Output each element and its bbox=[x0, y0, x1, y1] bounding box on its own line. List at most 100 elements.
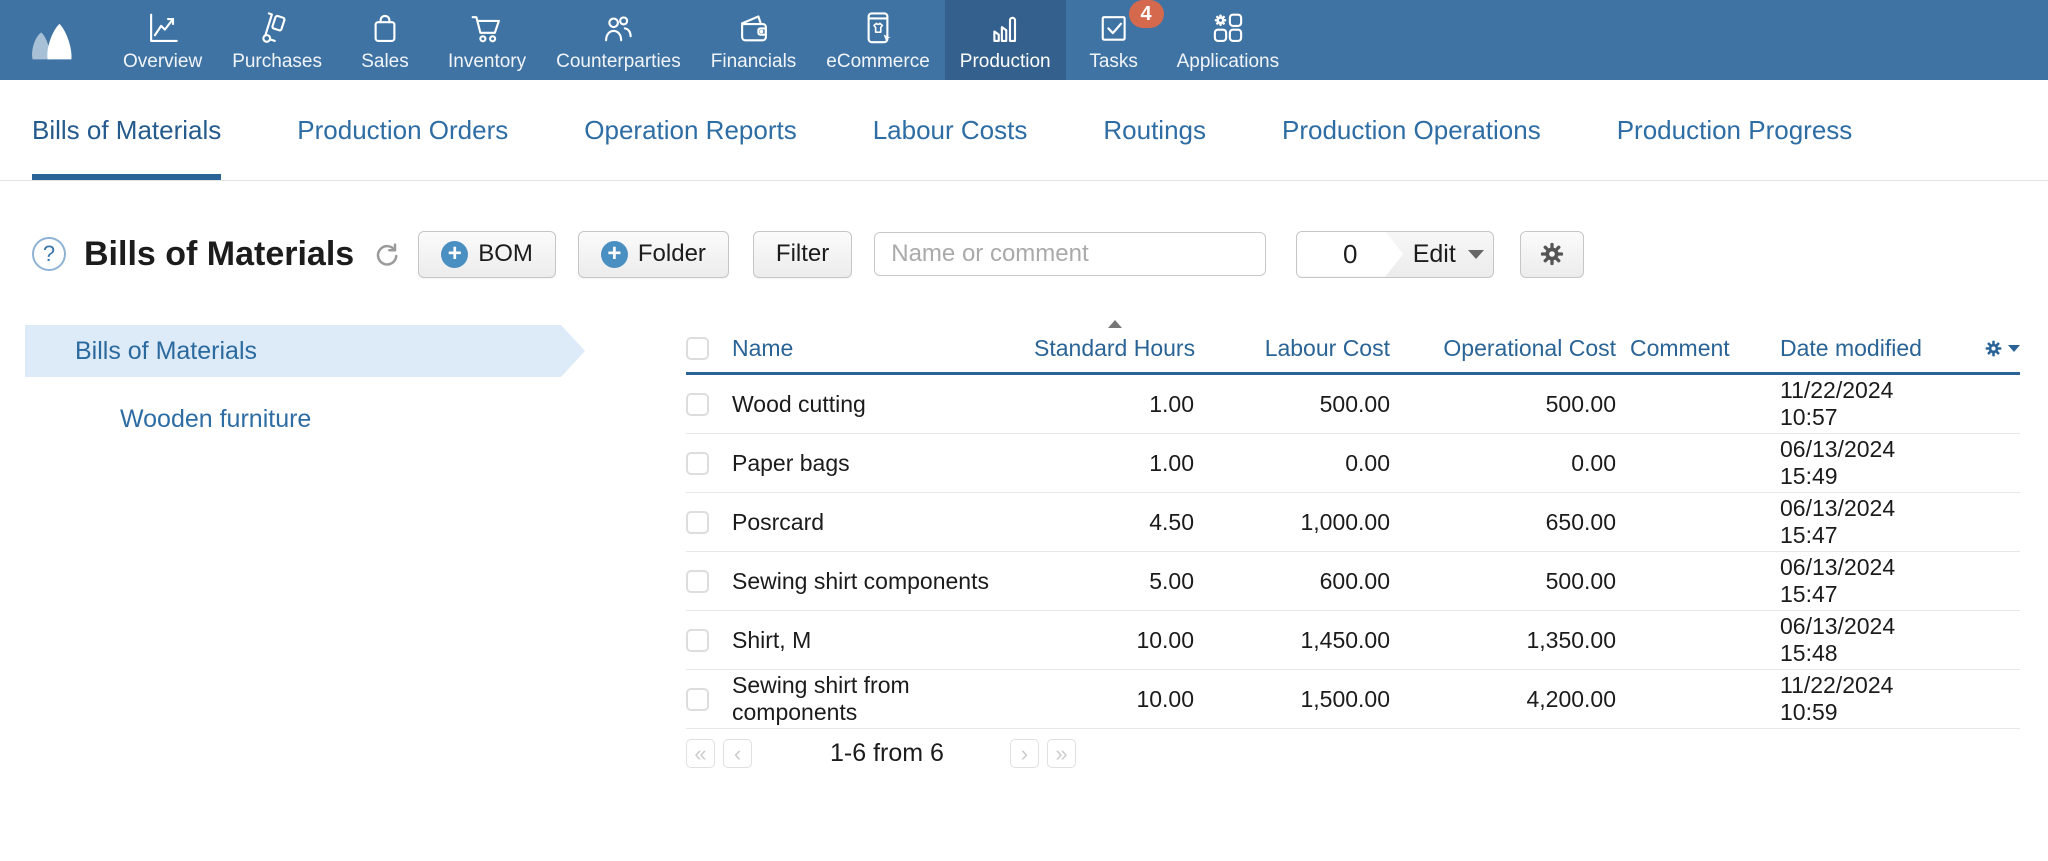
pagination: « ‹ 1-6 from 6 › » bbox=[686, 739, 2020, 768]
bom-name[interactable]: Shirt, M bbox=[732, 626, 812, 653]
app-logo[interactable] bbox=[0, 0, 108, 80]
top-nav-item-financials[interactable]: Financials bbox=[696, 0, 812, 80]
production-icon bbox=[993, 16, 1017, 42]
add-folder-label: Folder bbox=[637, 240, 706, 267]
toolbar: ? Bills of Materials + BOM + Folder Filt… bbox=[0, 229, 2048, 279]
top-nav-item-production[interactable]: Production bbox=[944, 0, 1066, 80]
add-folder-button[interactable]: + Folder bbox=[577, 230, 729, 278]
table-row[interactable]: Wood cutting 1.00 500.00 500.00 11/22/20… bbox=[686, 375, 2020, 434]
pagination-label: 1-6 from 6 bbox=[830, 739, 944, 767]
column-header-standard-hours[interactable]: Standard Hours bbox=[1034, 320, 1195, 362]
top-nav-label: Tasks bbox=[1089, 51, 1138, 72]
row-checkbox[interactable] bbox=[686, 451, 709, 475]
top-nav-label: Overview bbox=[123, 51, 203, 72]
table-row[interactable]: Sewing shirt from components 10.00 1,500… bbox=[686, 670, 2020, 729]
chevron-down-icon bbox=[1467, 249, 1484, 259]
bom-name[interactable]: Sewing shirt components bbox=[732, 567, 989, 594]
prev-page-button[interactable]: ‹ bbox=[723, 739, 752, 768]
folder-sidebar: Bills of Materials Wooden furniture bbox=[25, 325, 585, 768]
top-nav-item-ecommerce[interactable]: eCommerce bbox=[811, 0, 944, 80]
inventory-icon bbox=[471, 15, 500, 42]
top-nav-label: Sales bbox=[361, 51, 409, 72]
column-header-labour-cost[interactable]: Labour Cost bbox=[1264, 335, 1390, 361]
sidebar-item-bills-of-materials[interactable]: Bills of Materials bbox=[25, 325, 585, 377]
add-bom-button[interactable]: + BOM bbox=[418, 230, 556, 278]
sales-icon bbox=[374, 14, 396, 42]
bom-name[interactable]: Wood cutting bbox=[732, 390, 866, 417]
sidebar-item-wooden-furniture[interactable]: Wooden furniture bbox=[120, 405, 312, 433]
select-all-checkbox[interactable] bbox=[686, 337, 709, 360]
top-nav-item-applications[interactable]: Applications bbox=[1162, 0, 1294, 80]
top-nav-item-tasks[interactable]: 4 Tasks bbox=[1066, 0, 1164, 80]
column-header-comment[interactable]: Comment bbox=[1630, 335, 1730, 361]
top-nav-item-purchases[interactable]: Purchases bbox=[217, 0, 337, 80]
top-nav-item-overview[interactable]: Overview bbox=[108, 0, 217, 80]
filter-label: Filter bbox=[775, 240, 830, 267]
refresh-icon[interactable] bbox=[368, 237, 402, 271]
column-settings-button[interactable] bbox=[1956, 339, 2020, 358]
add-bom-label: BOM bbox=[478, 240, 533, 267]
edit-dropdown-button[interactable]: Edit bbox=[1403, 240, 1493, 269]
help-icon[interactable]: ? bbox=[32, 237, 66, 271]
table-row[interactable]: Paper bags 1.00 0.00 0.00 06/13/2024 15:… bbox=[686, 434, 2020, 493]
plus-icon: + bbox=[441, 240, 469, 268]
first-page-button[interactable]: « bbox=[686, 739, 715, 768]
row-checkbox[interactable] bbox=[686, 687, 709, 711]
tab-bills-of-materials[interactable]: Bills of Materials bbox=[32, 80, 222, 180]
last-page-button[interactable]: » bbox=[1046, 739, 1076, 768]
tab-production-progress[interactable]: Production Progress bbox=[1616, 114, 1853, 145]
tab-routings[interactable]: Routings bbox=[1103, 114, 1206, 145]
bom-name[interactable]: Sewing shirt from components bbox=[732, 672, 910, 725]
labour-cost: 600.00 bbox=[1319, 567, 1390, 594]
page-title: Bills of Materials bbox=[84, 234, 355, 273]
top-nav-label: Production bbox=[959, 51, 1051, 72]
top-nav-item-sales[interactable]: Sales bbox=[337, 0, 433, 80]
row-checkbox[interactable] bbox=[686, 510, 709, 534]
table-header-row: Name Standard Hours Labour Cost Operatio… bbox=[686, 320, 2020, 375]
table-row[interactable]: Posrcard 4.50 1,000.00 650.00 06/13/2024… bbox=[686, 493, 2020, 552]
top-nav-item-counterparties[interactable]: Counterparties bbox=[541, 0, 696, 80]
top-nav-items: Overview Purchases Sales Inventory Count… bbox=[108, 0, 1294, 80]
tab-labour-costs[interactable]: Labour Costs bbox=[872, 114, 1028, 145]
standard-hours: 10.00 bbox=[1136, 685, 1194, 712]
standard-hours: 4.50 bbox=[1149, 508, 1194, 535]
standard-hours: 10.00 bbox=[1136, 626, 1194, 653]
tab-production-orders[interactable]: Production Orders bbox=[297, 114, 509, 145]
table-row[interactable]: Shirt, M 10.00 1,450.00 1,350.00 06/13/2… bbox=[686, 611, 2020, 670]
tab-operation-reports[interactable]: Operation Reports bbox=[584, 114, 797, 145]
top-nav-bar: Overview Purchases Sales Inventory Count… bbox=[0, 0, 2048, 80]
date-modified: 11/22/2024 10:57 bbox=[1780, 377, 1894, 430]
top-nav-label: eCommerce bbox=[826, 51, 930, 72]
content: Bills of Materials Wooden furniture Name… bbox=[0, 320, 2048, 768]
financials-icon bbox=[740, 14, 767, 41]
date-modified: 06/13/2024 15:48 bbox=[1780, 613, 1896, 666]
counterparties-icon bbox=[605, 15, 633, 41]
date-modified: 06/13/2024 15:47 bbox=[1780, 495, 1896, 548]
bom-name[interactable]: Paper bags bbox=[732, 449, 850, 476]
column-header-operational-cost[interactable]: Operational Cost bbox=[1443, 335, 1616, 361]
tab-production-operations[interactable]: Production Operations bbox=[1282, 114, 1541, 145]
column-header-name[interactable]: Name bbox=[732, 335, 794, 361]
applications-icon bbox=[1213, 13, 1243, 42]
bom-name[interactable]: Posrcard bbox=[732, 508, 825, 535]
next-page-button[interactable]: › bbox=[1009, 739, 1039, 768]
date-modified: 06/13/2024 15:49 bbox=[1780, 436, 1896, 489]
column-header-date-modified[interactable]: Date modified bbox=[1780, 335, 1922, 361]
row-checkbox[interactable] bbox=[686, 569, 709, 593]
search-input[interactable] bbox=[874, 232, 1267, 276]
labour-cost: 1,450.00 bbox=[1300, 626, 1390, 653]
top-nav-item-inventory[interactable]: Inventory bbox=[433, 0, 541, 80]
selection-count-value[interactable] bbox=[1318, 239, 1382, 270]
top-nav-label: Inventory bbox=[447, 51, 527, 72]
table-row[interactable]: Sewing shirt components 5.00 600.00 500.… bbox=[686, 552, 2020, 611]
gear-icon bbox=[1541, 242, 1564, 266]
row-checkbox[interactable] bbox=[686, 392, 709, 416]
operational-cost: 650.00 bbox=[1545, 508, 1616, 535]
operational-cost: 500.00 bbox=[1545, 390, 1616, 417]
settings-button[interactable] bbox=[1520, 230, 1585, 278]
row-checkbox[interactable] bbox=[686, 628, 709, 652]
operational-cost: 0.00 bbox=[1571, 449, 1616, 476]
gear-icon bbox=[1985, 340, 2002, 357]
selection-count bbox=[1297, 232, 1403, 277]
filter-button[interactable]: Filter bbox=[752, 230, 853, 278]
